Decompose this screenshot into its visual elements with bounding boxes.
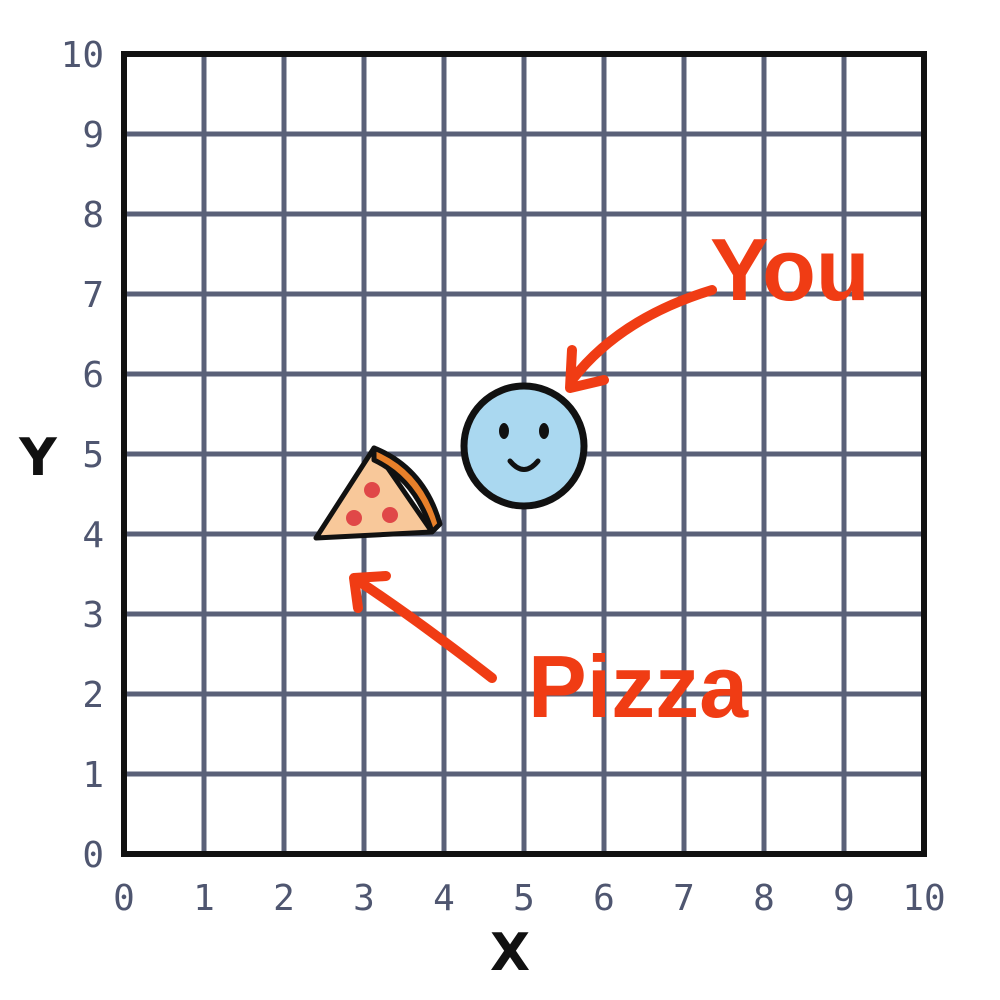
right-eye	[539, 423, 549, 439]
y-tick-labels: 0 1 2 3 4 5 6 7 8 9 10	[61, 35, 104, 876]
x-axis-title: X	[490, 923, 530, 983]
y-tick-label: 3	[82, 595, 104, 636]
y-axis-title: Y	[18, 428, 58, 488]
y-tick-label: 2	[82, 675, 104, 716]
x-tick-label: 5	[513, 878, 535, 919]
y-tick-label: 6	[82, 355, 104, 396]
smile-mouth	[507, 458, 541, 472]
y-tick-label: 8	[82, 195, 104, 236]
smiley-face-icon	[460, 382, 588, 510]
x-tick-label: 2	[273, 878, 295, 919]
left-eye	[499, 423, 509, 439]
y-tick-label: 4	[82, 515, 104, 556]
pizza-label: Pizza	[528, 637, 749, 736]
x-tick-label: 6	[593, 878, 615, 919]
you-label: You	[710, 220, 870, 319]
pepperoni	[346, 510, 362, 526]
y-tick-label: 9	[82, 115, 104, 156]
pizza-crust	[371, 445, 443, 535]
pepperoni	[382, 507, 398, 523]
y-tick-label: 7	[82, 275, 104, 316]
plot-frame	[121, 51, 927, 857]
pizza-slice-icon	[313, 445, 443, 541]
pepperoni	[364, 482, 380, 498]
you-arrow	[565, 285, 717, 393]
pizza-arrow	[349, 571, 497, 683]
x-tick-label: 8	[753, 878, 775, 919]
x-tick-labels: 0 1 2 3 4 5 6 7 8 9 10	[113, 878, 946, 919]
x-tick-label: 9	[833, 878, 855, 919]
x-tick-label: 7	[673, 878, 695, 919]
x-tick-label: 4	[433, 878, 455, 919]
x-tick-label: 3	[353, 878, 375, 919]
x-tick-label: 1	[193, 878, 215, 919]
y-tick-label: 5	[82, 435, 104, 476]
y-tick-label: 1	[82, 755, 104, 796]
y-tick-label: 0	[82, 835, 104, 876]
y-tick-label: 10	[61, 35, 104, 76]
face-circle	[460, 382, 588, 510]
x-tick-label: 0	[113, 878, 135, 919]
x-tick-label: 10	[902, 878, 945, 919]
